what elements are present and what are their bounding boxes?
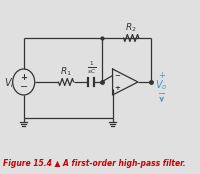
Text: −: −: [158, 89, 166, 99]
Text: −: −: [114, 73, 120, 80]
Text: $R_1$: $R_1$: [60, 66, 72, 78]
Text: +: +: [158, 72, 165, 81]
Text: +: +: [114, 85, 120, 92]
Text: $R_2$: $R_2$: [125, 22, 137, 34]
Text: +: +: [20, 73, 27, 82]
Text: −: −: [20, 82, 28, 92]
Text: Figure 15.4 ▲ A first-order high-pass filter.: Figure 15.4 ▲ A first-order high-pass fi…: [3, 159, 186, 168]
Text: $V_o$: $V_o$: [155, 78, 168, 92]
Text: $V_i$: $V_i$: [4, 76, 15, 90]
Text: $\frac{1}{sC}$: $\frac{1}{sC}$: [87, 60, 96, 76]
